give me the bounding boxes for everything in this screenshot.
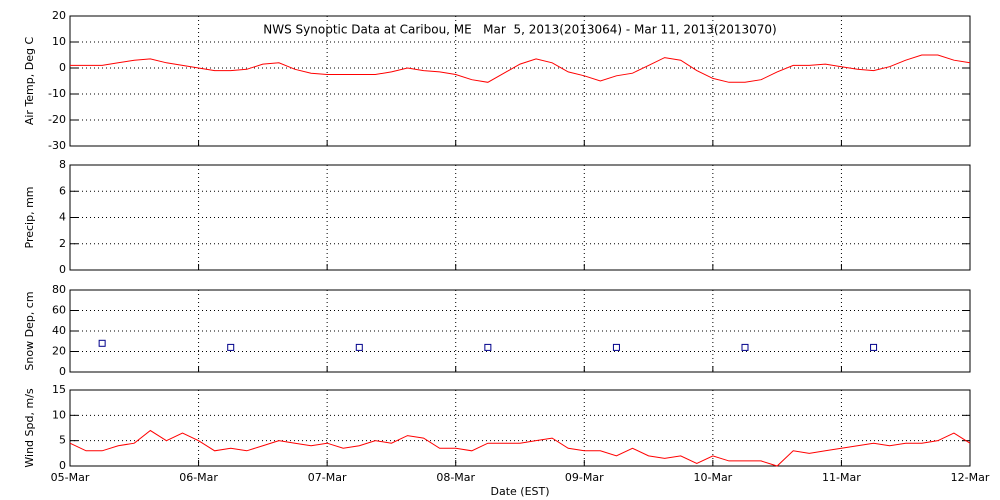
- y-tick-label: 8: [59, 158, 66, 171]
- y-tick-label: 0: [59, 61, 66, 74]
- y-tick-label: 10: [52, 35, 66, 48]
- y-tick-label: 40: [52, 324, 66, 337]
- data-point: [741, 343, 749, 351]
- y-tick-label: 10: [52, 408, 66, 421]
- x-tick-label: 06-Mar: [179, 471, 218, 484]
- y-axis-label: Wind Spd, m/s: [23, 388, 36, 468]
- x-tick-label: 05-Mar: [51, 471, 90, 484]
- data-point: [98, 339, 106, 347]
- y-tick-label: 20: [52, 345, 66, 358]
- y-tick-label: -20: [48, 113, 66, 126]
- data-point: [870, 343, 878, 351]
- y-tick-label: 15: [52, 383, 66, 396]
- plot-frame: [69, 389, 971, 467]
- plot-frame: [69, 15, 971, 147]
- y-tick-label: 4: [59, 211, 66, 224]
- y-tick-label: 0: [59, 459, 66, 472]
- y-tick-label: -30: [48, 139, 66, 152]
- chart-title: NWS Synoptic Data at Caribou, ME Mar 5, …: [263, 23, 776, 37]
- data-point: [612, 343, 620, 351]
- x-axis-label: Date (EST): [490, 485, 549, 498]
- y-tick-label: 2: [59, 237, 66, 250]
- y-axis-label: Precip, mm: [23, 187, 36, 249]
- y-tick-label: 20: [52, 9, 66, 22]
- y-tick-label: -10: [48, 87, 66, 100]
- x-tick-label: 08-Mar: [436, 471, 475, 484]
- y-tick-label: 60: [52, 304, 66, 317]
- y-tick-label: 0: [59, 365, 66, 378]
- y-tick-label: 80: [52, 283, 66, 296]
- data-point: [355, 343, 363, 351]
- x-tick-label: 07-Mar: [308, 471, 347, 484]
- y-tick-label: 0: [59, 263, 66, 276]
- data-line: [70, 54, 971, 83]
- y-axis-label: Air Temp, Deg C: [23, 37, 36, 126]
- y-tick-label: 5: [59, 434, 66, 447]
- y-tick-label: 6: [59, 184, 66, 197]
- x-tick-label: 09-Mar: [565, 471, 604, 484]
- data-point: [227, 343, 235, 351]
- data-point: [484, 343, 492, 351]
- x-tick-label: 10-Mar: [693, 471, 732, 484]
- x-tick-label: 11-Mar: [822, 471, 861, 484]
- data-line: [69, 429, 971, 467]
- x-tick-label: 12-Mar: [951, 471, 990, 484]
- y-axis-label: Snow Dep, cm: [23, 291, 36, 370]
